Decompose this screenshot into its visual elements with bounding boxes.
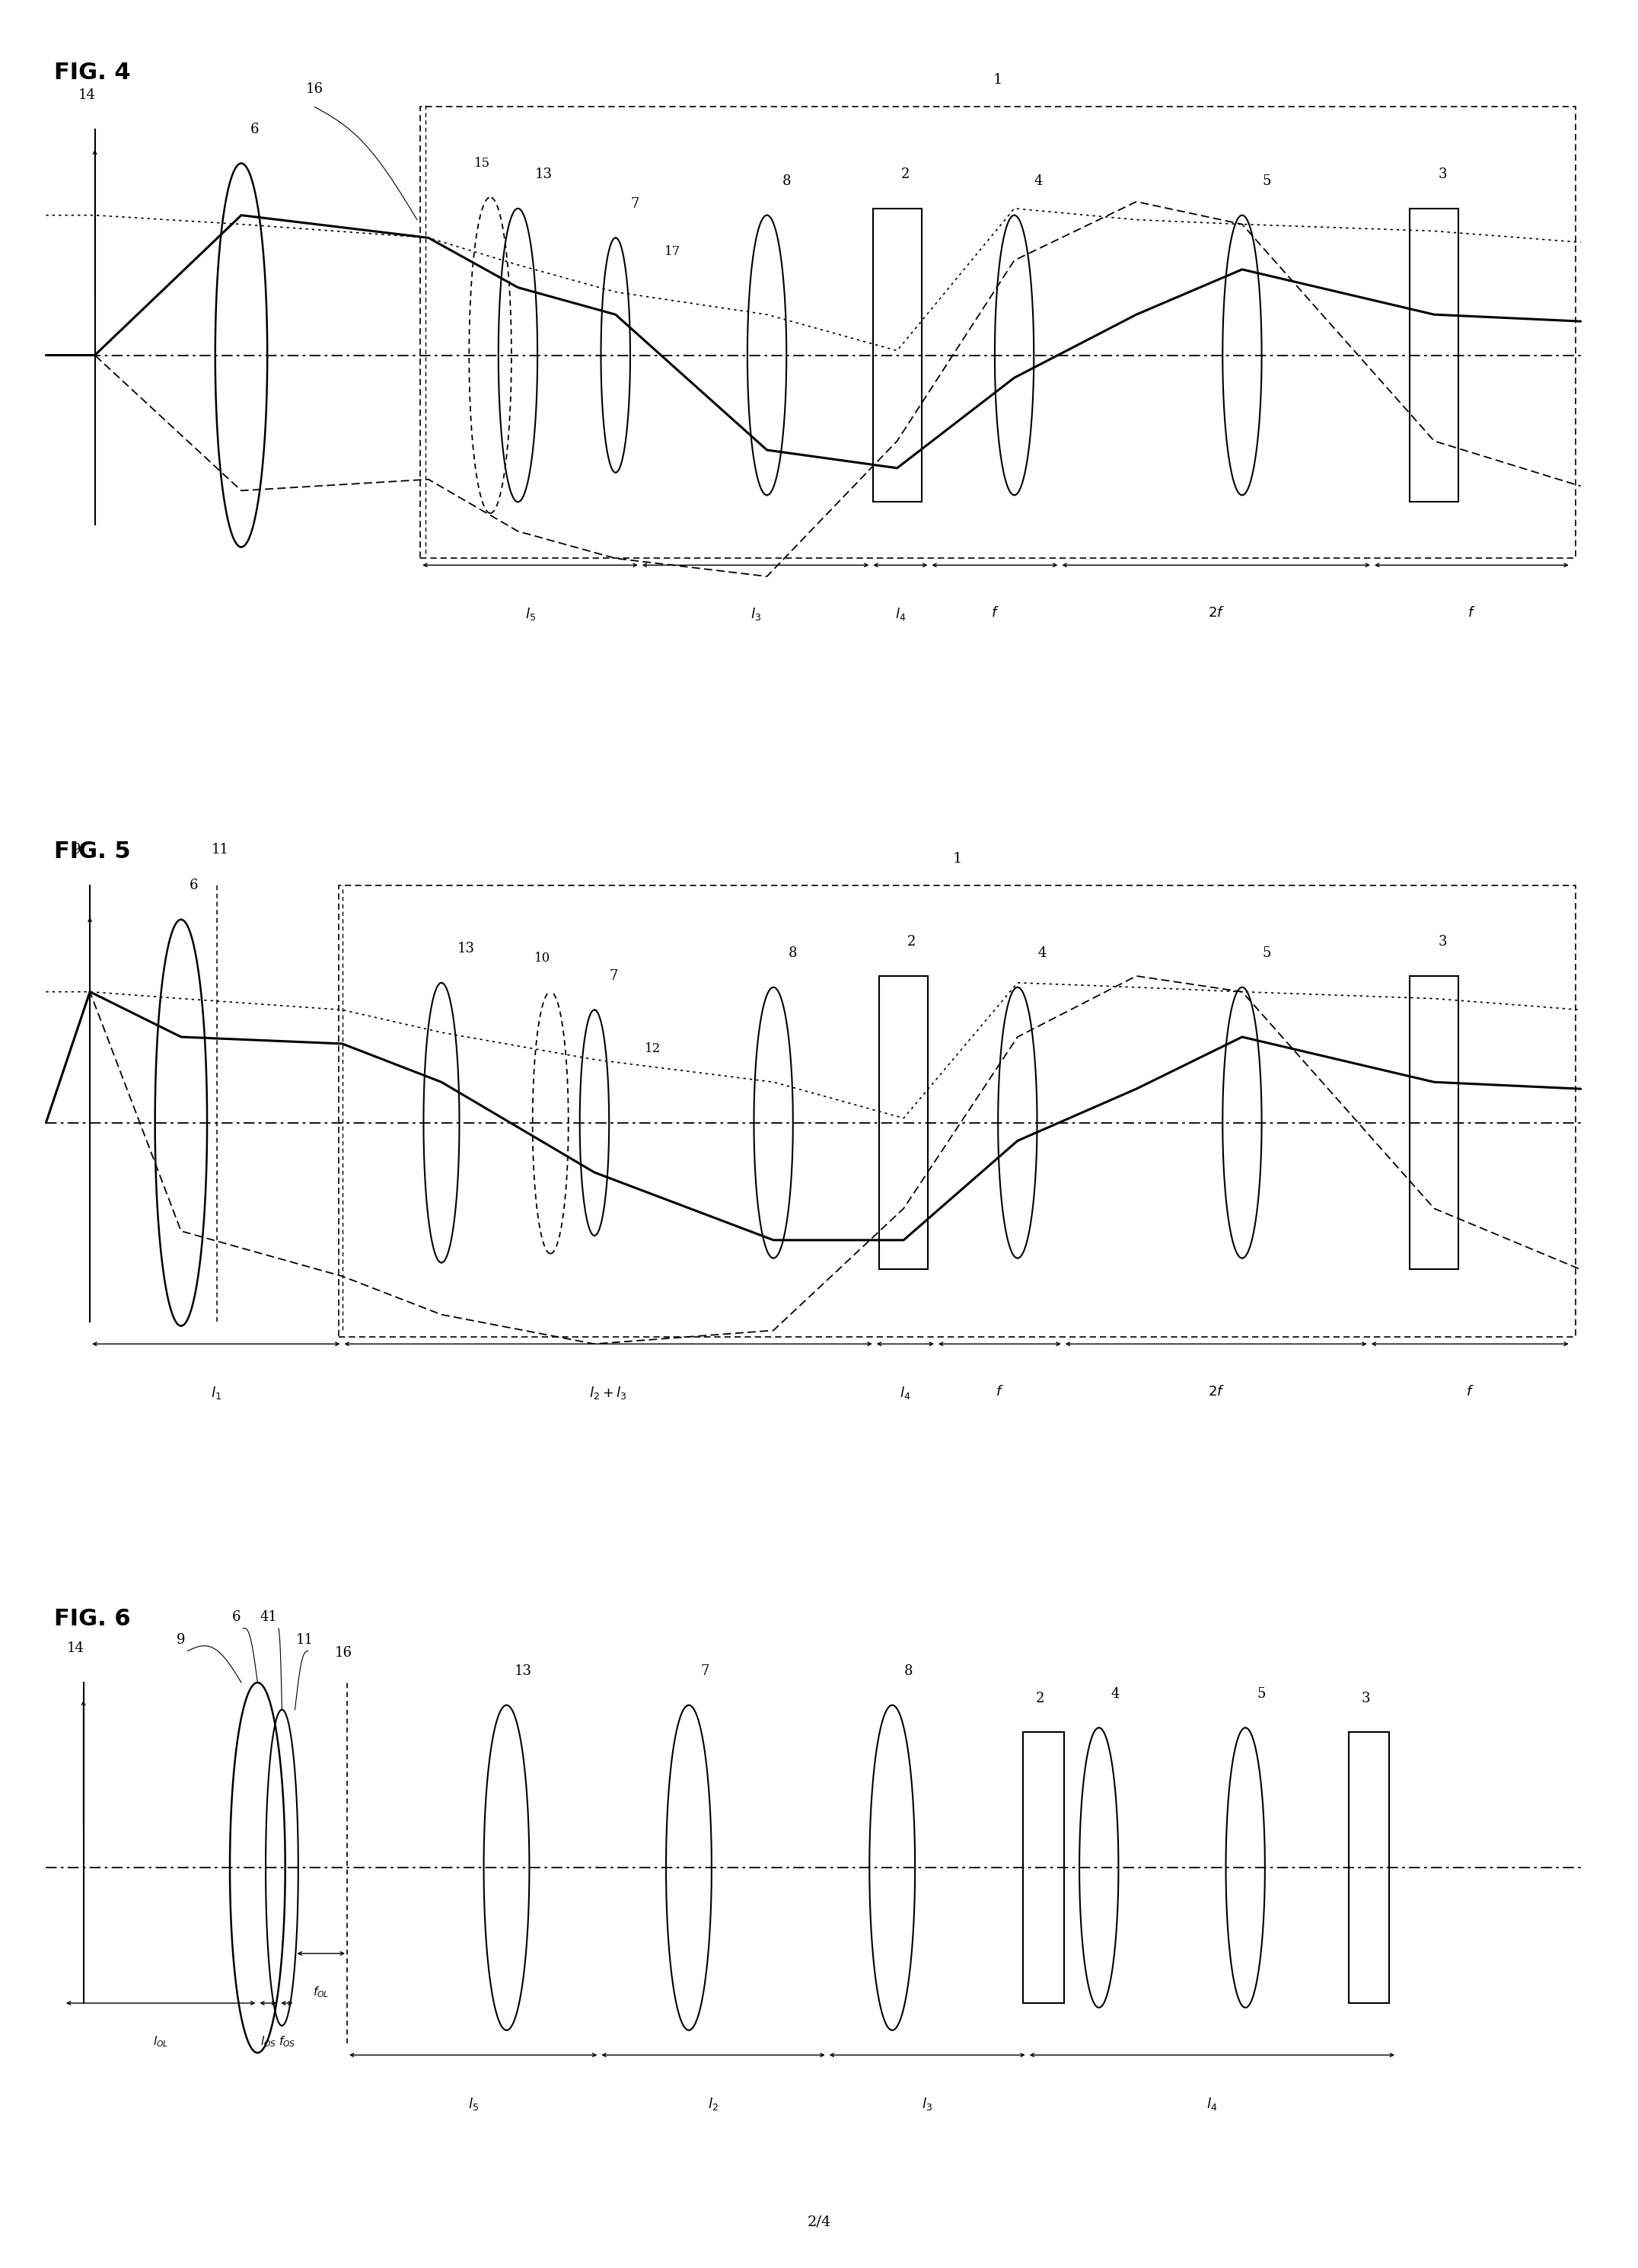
- Text: 6: 6: [251, 122, 259, 136]
- Bar: [339, 887, 1576, 1338]
- Text: $l_2+l_3$: $l_2+l_3$: [590, 1383, 627, 1402]
- Text: 9: 9: [177, 1633, 185, 1647]
- Bar: [873, 209, 922, 501]
- Text: 4: 4: [1111, 1687, 1119, 1701]
- Text: $l_5$: $l_5$: [524, 606, 536, 621]
- Text: 9: 9: [72, 844, 82, 857]
- Text: 2: 2: [1035, 1692, 1045, 1706]
- Text: 14: 14: [79, 88, 95, 102]
- Text: $2f$: $2f$: [1207, 1383, 1225, 1399]
- Text: $l_1$: $l_1$: [211, 1383, 221, 1402]
- Bar: [1410, 975, 1458, 1270]
- Text: 11: 11: [211, 844, 229, 857]
- Text: $l_4$: $l_4$: [894, 606, 906, 621]
- Text: $f_{OS}$: $f_{OS}$: [278, 2034, 295, 2048]
- Text: $l_{OL}$: $l_{OL}$: [152, 2034, 169, 2048]
- Text: $f_{OL}$: $f_{OL}$: [313, 1984, 329, 2000]
- Text: 3: 3: [1438, 934, 1446, 948]
- Text: 11: 11: [296, 1633, 313, 1647]
- Text: 6: 6: [190, 878, 198, 891]
- Text: $l_4$: $l_4$: [899, 1383, 911, 1402]
- Text: 3: 3: [1438, 168, 1446, 181]
- Text: 8: 8: [781, 175, 791, 188]
- Text: 7: 7: [609, 968, 618, 982]
- Text: 5: 5: [1258, 1687, 1266, 1701]
- Text: 17: 17: [665, 245, 681, 259]
- Bar: [1348, 1733, 1389, 2003]
- Text: 1: 1: [993, 73, 1002, 86]
- Text: 3: 3: [1361, 1692, 1371, 1706]
- Text: 5: 5: [1263, 946, 1271, 959]
- Text: 7: 7: [701, 1665, 709, 1678]
- Text: $f$: $f$: [1468, 606, 1476, 619]
- Text: 14: 14: [67, 1642, 84, 1656]
- Text: 2: 2: [901, 168, 909, 181]
- Text: $2f$: $2f$: [1207, 606, 1225, 619]
- Text: 5: 5: [1263, 175, 1271, 188]
- Text: 6: 6: [233, 1610, 241, 1624]
- Text: 8: 8: [904, 1665, 912, 1678]
- Text: 4: 4: [1034, 175, 1043, 188]
- Text: 13: 13: [514, 1665, 532, 1678]
- Bar: [880, 975, 929, 1270]
- Text: 16: 16: [306, 82, 323, 95]
- Text: 12: 12: [645, 1041, 662, 1055]
- Text: 10: 10: [534, 953, 550, 964]
- Text: 4: 4: [1037, 946, 1047, 959]
- Text: $l_2$: $l_2$: [708, 2096, 719, 2112]
- Text: 2: 2: [907, 934, 916, 948]
- Text: $l_3$: $l_3$: [750, 606, 760, 621]
- Text: FIG. 6: FIG. 6: [54, 1608, 131, 1631]
- Bar: [421, 107, 1576, 558]
- Text: $f$: $f$: [991, 606, 999, 619]
- Text: $l_3$: $l_3$: [922, 2096, 932, 2112]
- Text: 7: 7: [631, 197, 639, 211]
- Text: FIG. 5: FIG. 5: [54, 841, 131, 862]
- Text: $l_4$: $l_4$: [1207, 2096, 1217, 2112]
- Text: 13: 13: [536, 168, 552, 181]
- Text: 16: 16: [336, 1647, 352, 1660]
- Text: 8: 8: [788, 946, 798, 959]
- Text: 41: 41: [260, 1610, 277, 1624]
- Text: $f$: $f$: [1466, 1383, 1474, 1399]
- Text: 2/4: 2/4: [808, 2216, 830, 2229]
- Text: 13: 13: [457, 941, 475, 955]
- Text: 1: 1: [953, 853, 962, 866]
- Text: $l_5$: $l_5$: [468, 2096, 478, 2112]
- Bar: [1024, 1733, 1065, 2003]
- Text: 15: 15: [473, 156, 490, 170]
- Text: $l_{OS}$: $l_{OS}$: [260, 2034, 277, 2048]
- Bar: [1410, 209, 1458, 501]
- Text: FIG. 4: FIG. 4: [54, 61, 131, 84]
- Text: $f$: $f$: [996, 1383, 1004, 1399]
